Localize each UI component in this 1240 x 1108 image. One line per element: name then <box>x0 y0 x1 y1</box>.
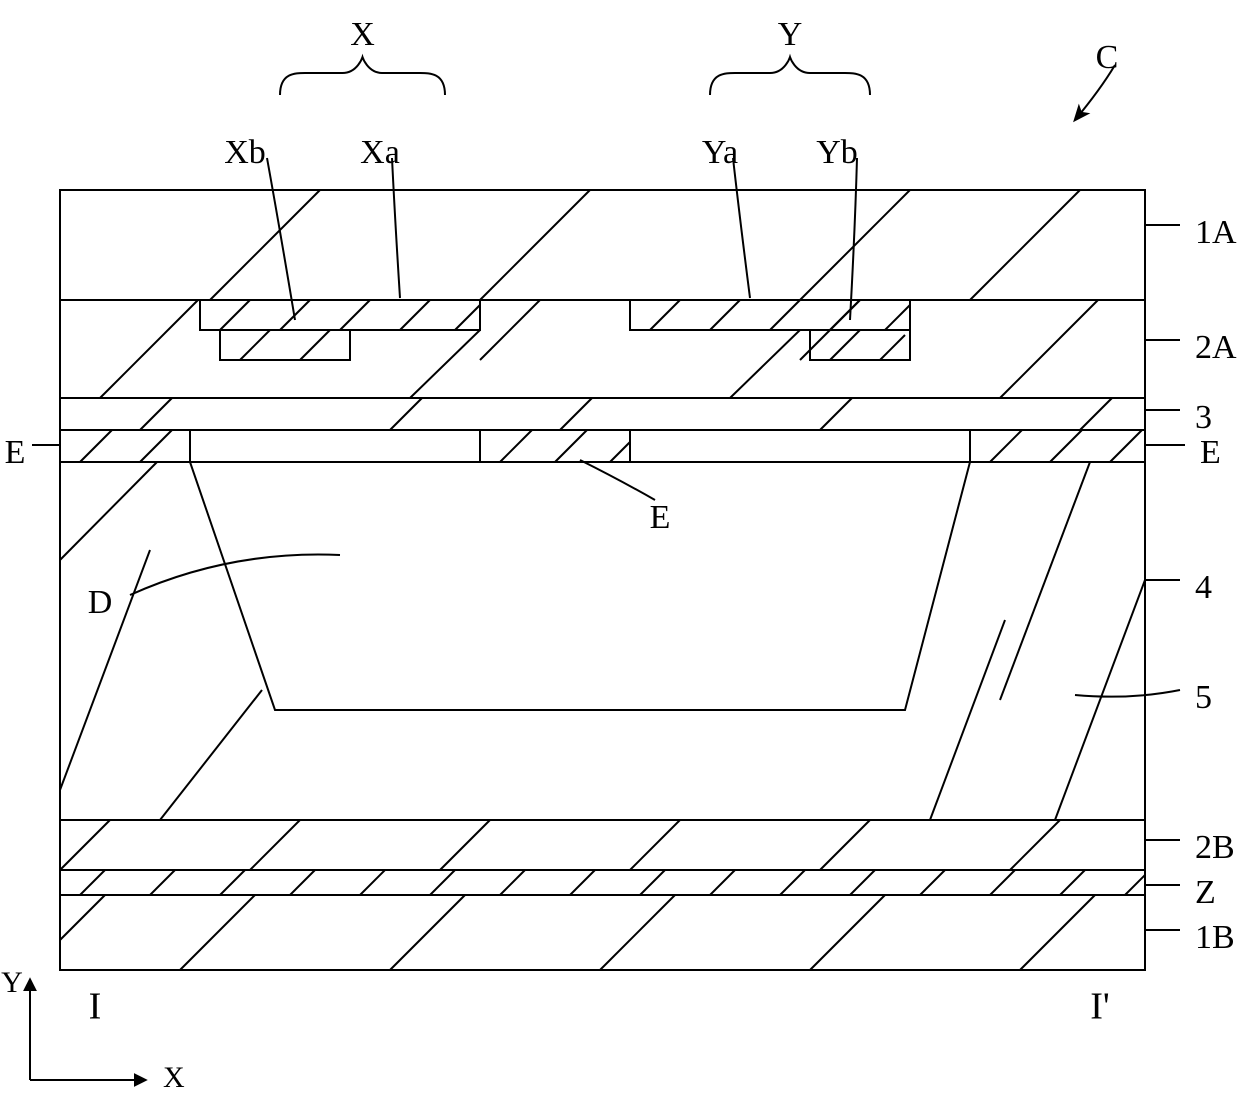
label-1B: 1B <box>1195 919 1235 956</box>
cell-D <box>190 462 970 710</box>
electrode-Xb <box>220 330 350 360</box>
electrode-E-2 <box>970 430 1145 462</box>
axis-y-label: Y <box>1 966 23 999</box>
label-E-right: E <box>1200 434 1221 471</box>
axis-x-label: X <box>163 1061 185 1094</box>
leader-D <box>130 555 340 596</box>
electrode-Ya <box>630 300 910 330</box>
leader-E_mid <box>580 460 655 500</box>
label-Ya: Ya <box>702 134 738 171</box>
label-2B: 2B <box>1195 829 1235 866</box>
electrode-Xa <box>200 300 480 330</box>
outer-box <box>60 190 1145 970</box>
leader-Ya <box>733 158 750 298</box>
label-Ip: I' <box>1090 986 1110 1028</box>
leader-Xa <box>392 158 400 298</box>
label-Yb: Yb <box>816 134 858 171</box>
label-I: I <box>89 986 102 1028</box>
label-E-mid: E <box>650 499 671 536</box>
label-Xb: Xb <box>224 134 266 171</box>
label-Xa: Xa <box>360 134 400 171</box>
electrode-E-1 <box>480 430 630 462</box>
brace-X <box>280 57 445 95</box>
label-2A: 2A <box>1195 329 1237 366</box>
leader-5 <box>1075 690 1180 697</box>
label-D: D <box>88 584 113 621</box>
label-1A: 1A <box>1195 214 1237 251</box>
label-5: 5 <box>1195 679 1212 716</box>
label-3: 3 <box>1195 399 1212 436</box>
label-E-left: E <box>5 434 26 471</box>
leader-Yb <box>850 158 857 320</box>
svg-text:X: X <box>350 16 375 53</box>
label-C: C <box>1096 39 1119 76</box>
label-4: 4 <box>1195 569 1212 606</box>
diagram-svg: X Y Xb Xa Ya Yb C 1A 2A 3 4 5 2B Z 1B E E D E I I' Y X <box>0 0 1240 1108</box>
brace-Y <box>710 57 870 95</box>
svg-text:Y: Y <box>778 16 803 53</box>
label-Z: Z <box>1195 874 1216 911</box>
electrode-E-0 <box>60 430 190 462</box>
